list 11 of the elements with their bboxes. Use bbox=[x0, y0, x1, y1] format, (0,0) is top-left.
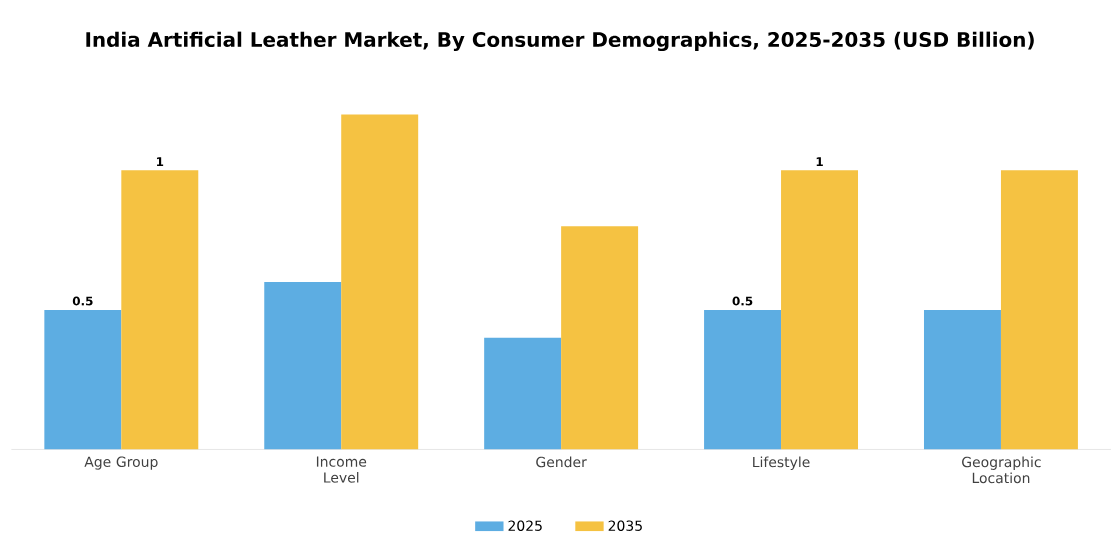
bar bbox=[781, 170, 859, 450]
chart-title: India Artificial Leather Market, By Consumer Demographics, 2025-2035 (USD Billion) bbox=[86, 31, 1034, 52]
bar bbox=[923, 309, 1001, 450]
bar bbox=[1000, 170, 1078, 450]
bar bbox=[561, 226, 639, 450]
bar bbox=[484, 337, 562, 450]
bar bbox=[44, 309, 122, 450]
bar bbox=[121, 170, 199, 450]
bar bbox=[264, 281, 342, 450]
bar bbox=[704, 309, 782, 450]
bar bbox=[341, 114, 419, 450]
